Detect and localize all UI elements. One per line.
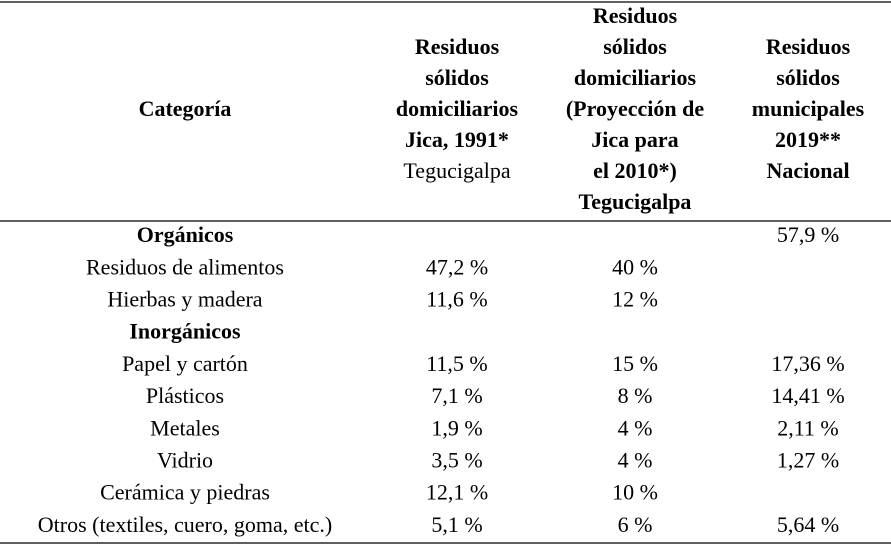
header-text: Nacional <box>766 158 849 183</box>
cell: 11,6 % <box>426 287 488 312</box>
cell: 12,1 % <box>426 480 488 505</box>
row-label: Papel y cartón <box>122 351 248 376</box>
header-text: (Proyección de <box>566 96 705 121</box>
cell: 7,1 % <box>431 383 482 408</box>
header-text: Residuos <box>415 34 500 59</box>
cell: 10 % <box>612 480 658 505</box>
header-text: 2019** <box>775 127 841 152</box>
cell: 11,5 % <box>426 351 488 376</box>
cell: 2,11 % <box>777 415 839 440</box>
header-text: el 2010*) <box>593 158 677 183</box>
cell: 1,27 % <box>777 448 839 473</box>
cell: 4 % <box>618 415 653 440</box>
cell: 6 % <box>618 512 653 537</box>
section-label: Orgánicos <box>137 222 234 247</box>
row-label: Cerámica y piedras <box>100 480 270 505</box>
cell: 3,5 % <box>431 448 482 473</box>
header-text: Jica para <box>591 127 678 152</box>
cell: 5,64 % <box>777 512 839 537</box>
cell: 14,41 % <box>771 383 844 408</box>
row-label: Metales <box>150 415 220 440</box>
header-text: sólidos <box>425 65 489 90</box>
row-label: Hierbas y madera <box>107 287 262 312</box>
header-text: Jica, 1991* <box>405 127 509 152</box>
header-text: domiciliarios <box>574 65 697 90</box>
cell: 57,9 % <box>777 222 839 247</box>
row-label: Otros (textiles, cuero, goma, etc.) <box>38 512 332 537</box>
header-text: Residuos <box>766 34 851 59</box>
row-label: Vidrio <box>157 448 213 473</box>
header-text: sólidos <box>603 34 667 59</box>
cell: 47,2 % <box>426 254 488 279</box>
header-text: domiciliarios <box>396 96 519 121</box>
row-label: Plásticos <box>146 383 224 408</box>
section-label: Inorgánicos <box>129 319 241 344</box>
row-label: Residuos de alimentos <box>86 254 284 279</box>
cell: 1,9 % <box>431 415 482 440</box>
cell: 15 % <box>612 351 658 376</box>
header-text: municipales <box>752 96 865 121</box>
header-text: Tegucigalpa <box>403 158 510 183</box>
header-text: Categoría <box>139 96 232 121</box>
header-text: sólidos <box>776 65 840 90</box>
cell: 5,1 % <box>431 512 482 537</box>
cell: 17,36 % <box>771 351 844 376</box>
cell: 40 % <box>612 254 658 279</box>
header-text: Tegucigalpa <box>579 189 692 214</box>
cell: 8 % <box>618 383 653 408</box>
header-text: Residuos <box>593 3 678 28</box>
cell: 4 % <box>618 448 653 473</box>
cell: 12 % <box>612 287 658 312</box>
